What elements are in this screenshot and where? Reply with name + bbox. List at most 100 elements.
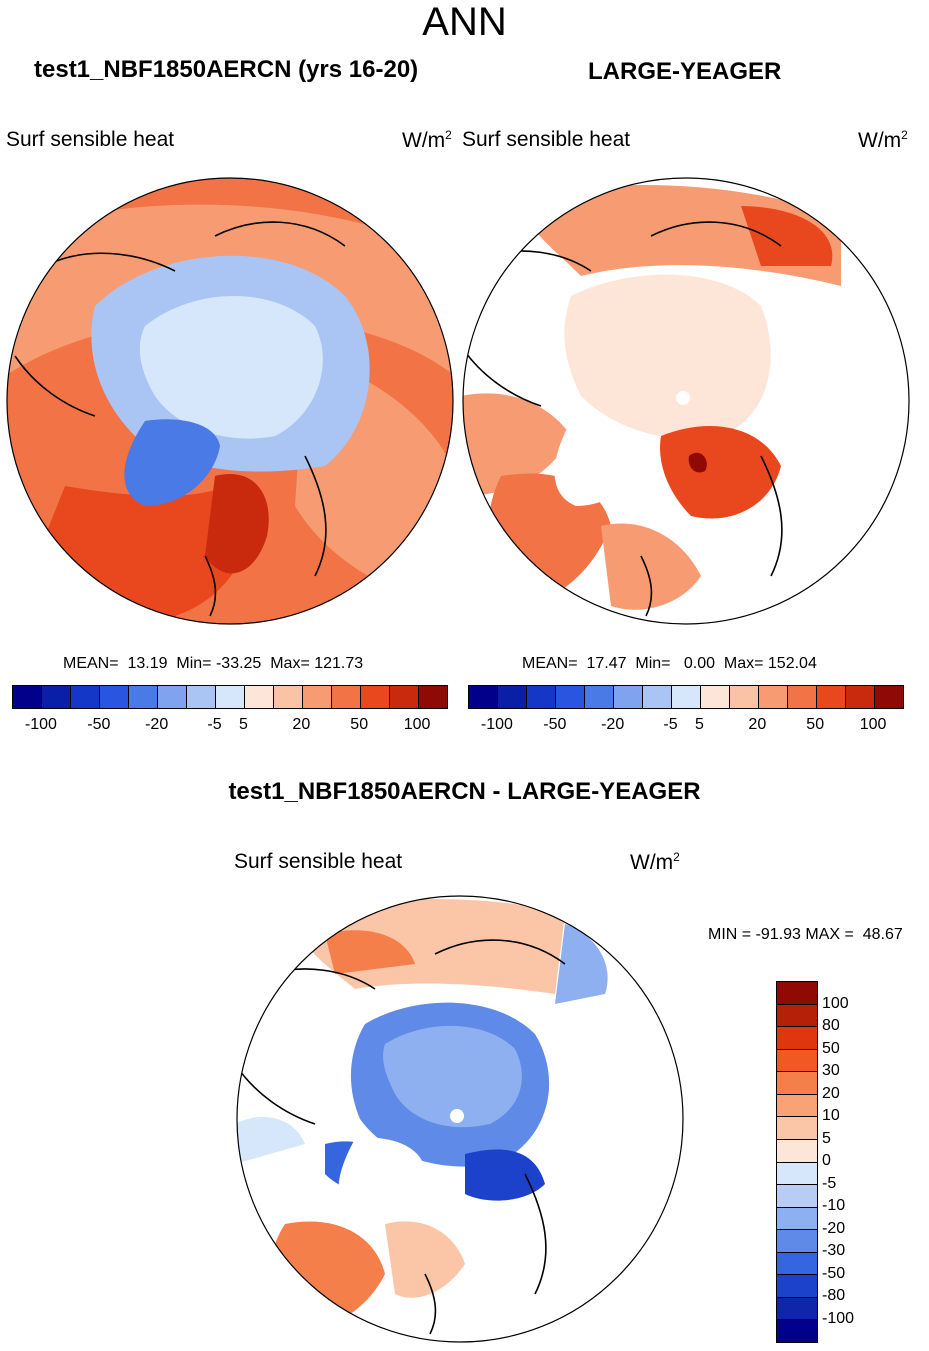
map-greenland [124,419,220,506]
colorbar-swatch [777,1275,817,1298]
colorbar-swatch [158,686,187,708]
map-sea-ice [139,296,323,439]
panel2-colorbar [468,685,904,709]
colorbar-swatch [332,686,361,708]
diff-colorbar [776,981,818,1343]
diff-minmax: MIN = -91.93 MAX = 48.67 [708,926,903,943]
map-coastline [237,939,566,1335]
colorbar-swatch [303,686,332,708]
colorbar-tick-label: 5 [822,1129,831,1147]
colorbar-swatch [777,1004,817,1028]
colorbar-tick-label: -20 [145,716,169,733]
map-pale-region [385,1221,465,1298]
colorbar-swatch [498,686,527,708]
colorbar-swatch [71,686,100,708]
colorbar-swatch [701,686,730,708]
map-warm-region [660,426,781,519]
colorbar-swatch [777,1297,817,1321]
colorbar-swatch [42,686,71,708]
colorbar-swatch [875,686,903,708]
panel1-colorbar [12,685,448,709]
colorbar-tick-label: 20 [748,716,767,733]
diff-polar-map [236,895,684,1343]
diff-case-title: test1_NBF1850AERCN - LARGE-YEAGER [228,778,701,805]
colorbar-tick-label: -50 [822,1264,846,1282]
colorbar-swatch [245,686,274,708]
map-warm-region [325,930,415,974]
colorbar-swatch [556,686,585,708]
colorbar-tick-label: 100 [859,716,887,733]
colorbar-tick-label: -5 [663,716,678,733]
colorbar-tick-label: -5 [822,1174,837,1192]
panel1-units-label: W/m2 [402,128,452,152]
colorbar-swatch [129,686,158,708]
map-warm-region [205,474,269,574]
colorbar-tick-label: 20 [292,716,311,733]
panel1-colorbar-ticks: -100 -50 -20 -5 5 20 50 100 [12,716,446,736]
panel1-stats: MEAN= 13.19 Min= -33.25 Max= 121.73 [63,655,364,672]
map-hot-spot [688,452,707,473]
panel2-colorbar-ticks: -100 -50 -20 -5 5 20 50 100 [468,716,902,736]
colorbar-swatch [187,686,216,708]
panel2-variable-label: Surf sensible heat [462,128,631,151]
colorbar-swatch [777,1252,817,1276]
map-strong-cool [465,1149,545,1201]
colorbar-swatch [643,686,672,708]
diff-variable-label: Surf sensible heat [234,850,403,873]
panel2-stats: MEAN= 17.47 Min= 0.00 Max= 152.04 [522,655,817,672]
colorbar-tick-label: 80 [822,1017,840,1034]
colorbar-swatch [777,1117,817,1140]
panel2-units-label: W/m2 [858,128,908,152]
colorbar-tick-label: 50 [822,1039,840,1057]
colorbar-tick-label: 50 [350,716,369,733]
colorbar-swatch [274,686,303,708]
colorbar-tick-label: 20 [822,1084,840,1102]
map-ocean-band [601,523,701,610]
map-cool-region [555,924,608,1004]
map-coastline [463,221,783,617]
colorbar-swatch [777,1049,817,1073]
map-diff-ice [383,1025,522,1128]
panel1-case-title: test1_NBF1850AERCN (yrs 16-20) [34,56,419,83]
colorbar-tick-label: -50 [87,716,111,733]
colorbar-tick-label: -20 [822,1219,846,1237]
colorbar-swatch [390,686,419,708]
colorbar-swatch [585,686,614,708]
colorbar-tick-label: 30 [822,1062,840,1079]
colorbar-tick-label: 100 [403,716,431,733]
colorbar-tick-label: -100 [480,716,513,733]
colorbar-tick-label: -100 [822,1309,855,1327]
panel1-polar-map [6,177,454,625]
colorbar-tick-label: 5 [239,716,248,733]
colorbar-tick-label: -100 [24,716,57,733]
colorbar-tick-label: 5 [695,716,704,733]
colorbar-swatch [100,686,129,708]
colorbar-swatch [777,1207,817,1231]
map-warm-region [741,206,833,266]
colorbar-swatch [817,686,846,708]
colorbar-swatch [672,686,701,708]
colorbar-tick-label: -20 [601,716,625,733]
colorbar-tick-label: -80 [822,1287,846,1304]
colorbar-swatch [13,686,42,708]
colorbar-tick-label: -30 [822,1242,846,1259]
map-greenland [237,1116,305,1164]
colorbar-swatch [614,686,643,708]
colorbar-swatch [527,686,556,708]
map-pole-marker [676,391,690,405]
diff-units-label: W/m2 [630,850,680,874]
colorbar-swatch [777,1094,817,1118]
panel2-case-title: LARGE-YEAGER [588,58,782,85]
colorbar-tick-label: -50 [543,716,567,733]
colorbar-swatch [419,686,447,708]
colorbar-swatch [777,1230,817,1253]
map-greenland [554,419,646,506]
colorbar-swatch [759,686,788,708]
colorbar-tick-label: -10 [822,1197,846,1214]
colorbar-swatch [730,686,759,708]
colorbar-swatch [469,686,498,708]
colorbar-tick-label: 0 [822,1152,831,1169]
colorbar-swatch [788,686,817,708]
panel1-variable-label: Surf sensible heat [6,128,175,151]
colorbar-tick-label: 100 [822,994,849,1012]
